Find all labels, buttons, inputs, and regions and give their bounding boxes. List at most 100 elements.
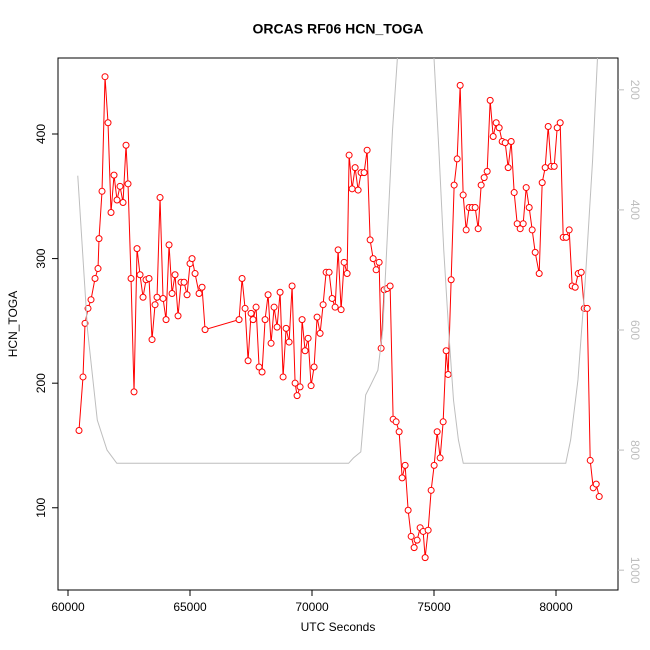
data-point [442,347,450,355]
data-point [538,179,546,187]
data-point [375,258,383,266]
data-point [288,282,296,290]
data-point [133,245,141,253]
data-point [328,294,336,302]
data-point [507,137,515,145]
data-point [340,258,348,266]
data-point [273,323,281,331]
data-point [413,536,421,544]
data-point [201,326,209,334]
data-point [430,461,438,469]
data-point [151,301,159,309]
data-point [119,199,127,207]
data-point [282,324,290,332]
data-point [127,275,135,283]
data-point [79,373,87,381]
data-point [401,461,409,469]
x-tick-label: 60000 [51,600,85,614]
data-point [583,304,591,312]
data-point [345,151,353,159]
data-point [571,283,579,291]
data-point [453,155,461,163]
data-point [188,255,196,263]
data-point [183,291,191,299]
data-point [495,124,503,132]
data-point [556,119,564,127]
data-point [480,174,488,182]
plot-frame [57,57,619,591]
data-point [565,226,573,234]
data-point [471,204,479,212]
y-axis-label: HCN_TOGA [6,291,20,357]
data-point [276,288,284,296]
data-point [168,289,176,297]
data-point [519,220,527,228]
data-point [95,235,103,243]
data-point [410,544,418,552]
x-axis-label: UTC Seconds [301,620,376,634]
data-point [153,293,161,301]
data-point [447,276,455,284]
data-point [291,379,299,387]
data-point [249,316,257,324]
data-point [541,164,549,172]
y-tick-label: 300 [34,248,48,268]
data-point [450,181,458,189]
data-point [91,275,99,283]
data-point [136,271,144,279]
data-point [171,271,179,279]
data-point [550,162,558,170]
data-point [319,301,327,309]
data-point [94,265,102,273]
data-point [104,119,112,127]
data-point [301,347,309,355]
data-point [525,204,533,212]
data-point [235,316,243,324]
data-point [456,81,464,89]
data-point [139,293,147,301]
data-point [159,294,167,302]
data-point [395,428,403,436]
series-line [78,76,600,558]
data-point [145,275,153,283]
data-point [279,373,287,381]
data-point [156,194,164,202]
data-point [270,303,278,311]
data-point [510,189,518,197]
data-point [516,225,524,233]
data-point [504,164,512,172]
data-point [255,363,263,371]
data-point [267,339,275,347]
data-point [535,270,543,278]
data-point [162,316,170,324]
data-point [252,303,260,311]
chart-title: ORCAS RF06 HCN_TOGA [253,21,424,37]
data-point [343,270,351,278]
data-point [313,313,321,321]
data-point [531,248,539,256]
data-point [501,139,509,147]
data-point [98,187,106,195]
data-point [354,186,362,194]
data-point [124,180,132,188]
data-point [261,316,269,324]
data-point [404,506,412,514]
data-point [296,383,304,391]
data-point [122,141,130,149]
data-point [489,132,497,140]
data-point [421,554,429,562]
data-point [366,236,374,244]
data-point [116,182,124,190]
data-point [316,329,324,337]
data-point [363,146,371,154]
x-tick-label: 65000 [173,600,207,614]
x-tick-label: 70000 [295,600,329,614]
data-point [360,169,368,177]
data-point [195,289,203,297]
y2-tick-label: 200 [628,80,642,100]
data-point [334,246,342,254]
data-point [110,171,118,179]
data-point [522,184,530,192]
data-point [562,233,570,241]
